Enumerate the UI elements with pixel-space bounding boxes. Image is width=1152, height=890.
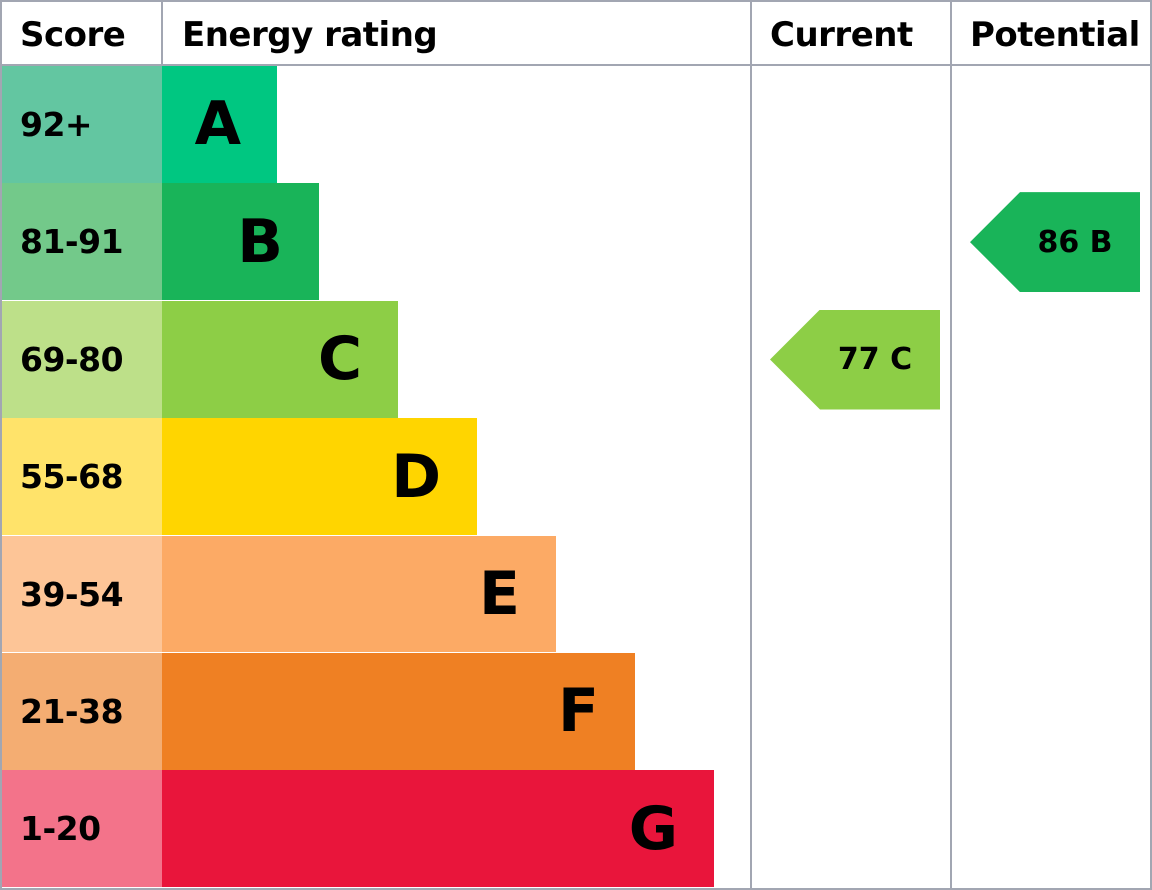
rating-bar-c: C <box>162 300 398 418</box>
border-left <box>0 0 2 890</box>
header-divider <box>0 64 1152 66</box>
score-range-b: 81-91 <box>2 183 162 301</box>
score-range-g: 1-20 <box>2 770 162 888</box>
divider-score <box>161 0 163 66</box>
rating-bar-e: E <box>162 535 556 653</box>
border-bottom <box>0 888 1152 890</box>
score-range-d: 55-68 <box>2 418 162 536</box>
border-top <box>0 0 1152 2</box>
current-rating-arrow: 77 C <box>770 309 940 410</box>
rating-bar-a: A <box>162 66 277 183</box>
header-energy-rating: Energy rating <box>182 15 438 55</box>
header-potential: Potential <box>970 15 1140 55</box>
header-current: Current <box>770 15 913 55</box>
divider-potential <box>950 0 952 890</box>
potential-rating-arrow: 86 B <box>970 192 1140 293</box>
score-range-e: 39-54 <box>2 535 162 653</box>
divider-current <box>750 0 752 890</box>
rating-bar-f: F <box>162 653 635 770</box>
score-range-f: 21-38 <box>2 653 162 770</box>
rating-bar-g: G <box>162 770 714 888</box>
rating-bar-b: B <box>162 183 319 301</box>
rating-bar-d: D <box>162 418 477 536</box>
score-range-c: 69-80 <box>2 300 162 418</box>
header-score: Score <box>20 15 126 55</box>
border-right <box>1150 0 1152 890</box>
score-range-a: 92+ <box>2 66 162 183</box>
